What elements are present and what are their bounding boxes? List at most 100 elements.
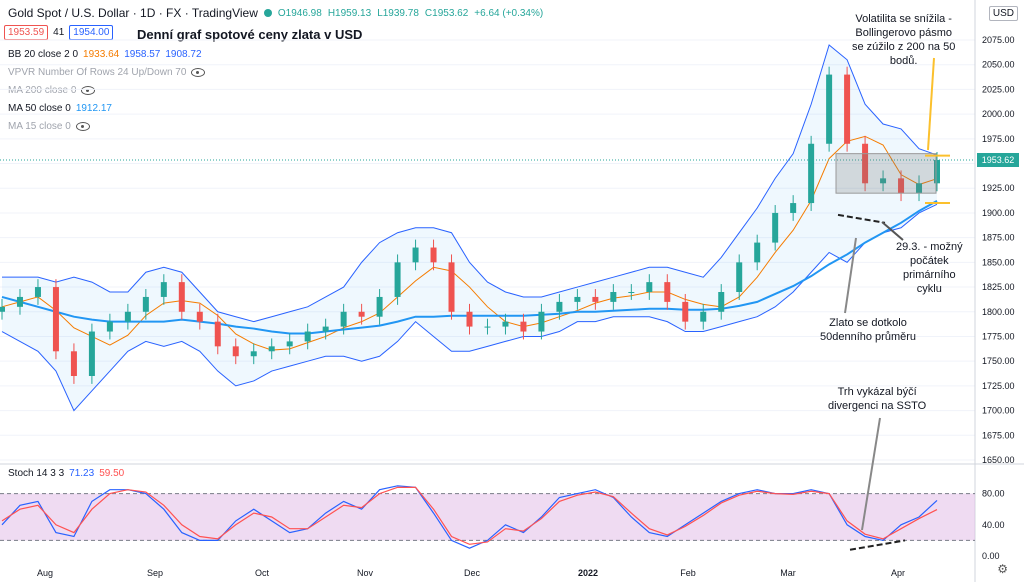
annotation-line: Bollingerovo pásmo: [855, 27, 952, 39]
chart-title: Denní graf spotové ceny zlata v USD: [137, 27, 363, 42]
consolidation-box: [835, 153, 937, 194]
cycle-arrow: [881, 221, 904, 241]
symbol-title[interactable]: Gold Spot / U.S. Dollar · 1D · FX · Trad…: [8, 6, 258, 20]
bb-basis-value: 1933.64: [83, 49, 120, 60]
currency-selector[interactable]: USD: [988, 6, 1018, 21]
candle-body: [88, 331, 95, 376]
price-tick-label: 2025.00: [982, 84, 1015, 94]
candle-body: [160, 282, 167, 297]
candle-body: [862, 143, 869, 184]
hidden-eye-icon[interactable]: [75, 122, 90, 131]
annotation-line: Volatilita se snížila -: [855, 13, 952, 25]
stoch-label: Stoch 14 3 3: [8, 468, 65, 479]
candle-body: [610, 292, 617, 302]
ma15-legend[interactable]: MA 15 close 0: [8, 121, 90, 132]
time-tick-label: Feb: [680, 568, 696, 578]
ma200-legend[interactable]: MA 200 close 0: [8, 85, 96, 96]
price-tick-label: 2000.00: [982, 109, 1015, 119]
candle-body: [700, 311, 707, 322]
divergence-line: [849, 539, 906, 551]
price-tick-label: 2075.00: [982, 35, 1015, 45]
candle-body: [304, 331, 311, 342]
annotation-line: divergenci na SSTO: [828, 400, 927, 412]
candle-body: [772, 212, 779, 243]
spread-value: 41: [53, 27, 65, 38]
cycle-annotation: 29.3. - možný počátek primárního cyklu: [896, 240, 963, 296]
candle-body: [556, 301, 563, 312]
open-value: O1946.98: [277, 7, 322, 19]
candle-body: [934, 159, 940, 184]
volatility-annotation: Volatilita se snížila - Bollingerovo pás…: [852, 12, 955, 68]
price-tick-label: 1700.00: [982, 406, 1015, 416]
stoch-legend[interactable]: Stoch 14 3 3 71.23 59.50: [8, 468, 124, 479]
candle-body: [592, 296, 599, 302]
candle-body: [880, 178, 887, 184]
market-status-icon: [263, 9, 272, 17]
ma50-legend[interactable]: MA 50 close 0 1912.17: [8, 103, 112, 114]
time-tick-label: Apr: [891, 568, 905, 578]
time-tick-label: Oct: [255, 568, 270, 578]
candle-body: [844, 74, 851, 144]
stoch-tick-label: 80.00: [982, 489, 1005, 499]
high-value: H1959.13: [327, 7, 372, 19]
price-tick-label: 1800.00: [982, 307, 1015, 317]
bb-legend[interactable]: BB 20 close 2 0 1933.64 1958.57 1908.72: [8, 49, 202, 60]
candle-body: [664, 282, 671, 302]
vpvr-label: VPVR Number Of Rows 24 Up/Down 70: [8, 67, 187, 78]
candle-body: [466, 311, 473, 327]
candle-body: [124, 311, 131, 322]
bb-lower-value: 1908.72: [165, 49, 202, 60]
candle-body: [16, 296, 23, 307]
hidden-eye-icon[interactable]: [81, 86, 96, 95]
candle-body: [358, 311, 365, 317]
annotation-line: se zúžilo z 200 na 50: [852, 41, 956, 53]
support-line: [837, 213, 886, 224]
price-tick-label: 1925.00: [982, 183, 1015, 193]
time-tick-label: Dec: [464, 568, 481, 578]
bb-upper-value: 1958.57: [124, 49, 161, 60]
candle-body: [520, 321, 527, 332]
price-tick-label: 1675.00: [982, 430, 1015, 440]
ohlc-values: O1946.98 H1959.13 L1939.78 C1953.62 +6.6…: [278, 8, 543, 19]
ma50-label: MA 50 close 0: [8, 103, 71, 114]
price-tick-label: 1750.00: [982, 356, 1015, 366]
price-tick-label: 2050.00: [982, 60, 1015, 70]
candle-body: [484, 326, 491, 328]
price-tick-label: 1900.00: [982, 208, 1015, 218]
stoch-zone: [0, 493, 975, 541]
candle-body: [34, 287, 41, 297]
annotation-line: Zlato se dotkolo: [829, 317, 907, 329]
candle-body: [898, 178, 905, 194]
bb-lower-line: [1, 203, 938, 412]
ma50-value: 1912.17: [75, 103, 112, 114]
hidden-eye-icon[interactable]: [191, 68, 206, 77]
annotation-line: počátek: [910, 255, 949, 267]
candle-body: [574, 296, 581, 302]
price-tick-label: 1850.00: [982, 257, 1015, 267]
candle-body: [52, 287, 59, 352]
candle-body: [322, 326, 329, 332]
candle-body: [178, 282, 185, 312]
gear-icon[interactable]: ⚙: [997, 562, 1008, 576]
low-value: L1939.78: [377, 7, 419, 19]
annotation-line: 50denního průměru: [820, 331, 917, 343]
candle-body: [646, 282, 653, 292]
time-tick-label: Nov: [357, 568, 374, 578]
price-tick-label: 1875.00: [982, 233, 1015, 243]
close-value: C1953.62: [424, 7, 469, 19]
ma50-touch-annotation: Zlato se dotkolo 50denního průměru: [820, 316, 916, 344]
last-price-tag: 1953.62: [977, 152, 1019, 167]
candle-body: [916, 183, 923, 194]
annotation-line: 29.3. - možný: [896, 241, 963, 253]
chart-header: Gold Spot / U.S. Dollar · 1D · FX · Trad…: [8, 6, 543, 20]
divergence-arrow: [861, 417, 881, 531]
stoch-tick-label: 0.00: [982, 551, 1000, 561]
candle-body: [196, 311, 203, 322]
change-value: +6.64 (+0.34%): [474, 7, 544, 19]
time-tick-label: Sep: [147, 568, 163, 578]
vpvr-legend[interactable]: VPVR Number Of Rows 24 Up/Down 70: [8, 67, 206, 78]
candle-body: [412, 247, 419, 263]
candle-body: [718, 292, 725, 312]
candle-body: [214, 321, 221, 347]
